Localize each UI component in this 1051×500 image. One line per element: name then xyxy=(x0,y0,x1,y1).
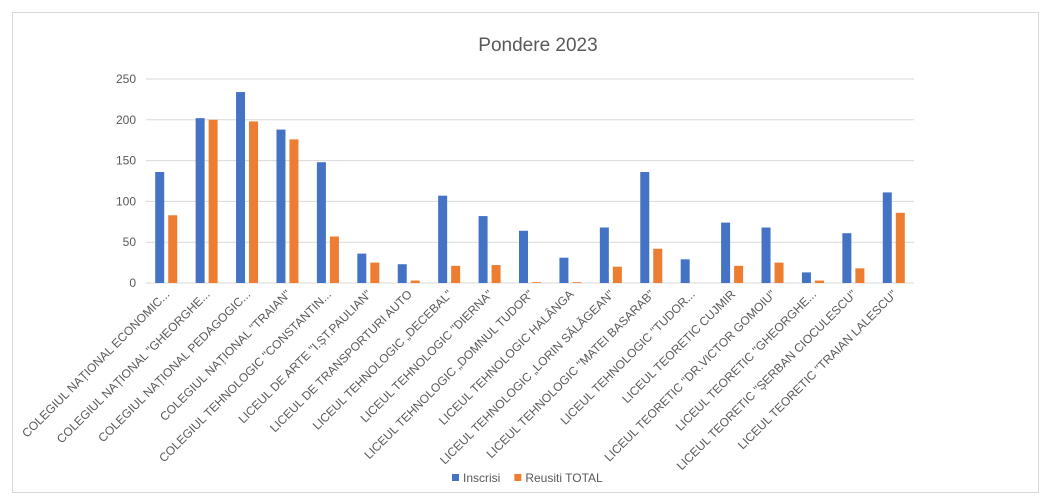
bar xyxy=(599,227,609,283)
bar xyxy=(882,192,892,283)
y-tick-label: 0 xyxy=(129,276,136,290)
bar xyxy=(532,282,541,283)
bar xyxy=(774,262,784,283)
bar xyxy=(195,118,205,283)
bar xyxy=(559,257,569,283)
chart-title: Pondere 2023 xyxy=(478,35,597,56)
bar xyxy=(370,262,380,283)
y-tick-label: 250 xyxy=(116,72,136,86)
bar xyxy=(640,172,650,283)
y-tick-label: 150 xyxy=(116,154,136,168)
bar xyxy=(410,280,420,283)
bar xyxy=(734,265,744,283)
bar xyxy=(438,195,448,283)
bar xyxy=(519,230,528,283)
bar xyxy=(249,121,259,283)
bar xyxy=(855,268,865,283)
bar xyxy=(612,266,622,283)
bar xyxy=(451,265,461,283)
bar xyxy=(276,129,286,283)
bar xyxy=(491,265,501,283)
bar xyxy=(329,236,339,283)
legend-swatch xyxy=(452,474,459,481)
bar xyxy=(208,119,218,283)
bar xyxy=(478,216,488,283)
legend-label: Inscrisi xyxy=(463,471,500,485)
bar xyxy=(357,253,367,283)
bar xyxy=(895,212,905,283)
bar xyxy=(842,233,852,283)
bar xyxy=(814,280,824,283)
bar xyxy=(316,162,326,283)
legend-label: Reusiti TOTAL xyxy=(525,471,603,485)
bar xyxy=(801,272,811,283)
bar xyxy=(155,172,165,283)
y-tick-label: 200 xyxy=(116,113,136,127)
y-tick-label: 100 xyxy=(116,194,136,208)
bar xyxy=(572,282,582,283)
y-tick-label: 50 xyxy=(123,235,137,249)
bar xyxy=(680,259,690,283)
bar xyxy=(761,227,771,283)
bar xyxy=(236,92,246,283)
bar xyxy=(653,248,663,283)
legend-swatch xyxy=(514,474,522,481)
bar xyxy=(397,264,407,283)
bar xyxy=(721,222,731,283)
bar xyxy=(168,215,178,283)
bar xyxy=(289,139,299,283)
